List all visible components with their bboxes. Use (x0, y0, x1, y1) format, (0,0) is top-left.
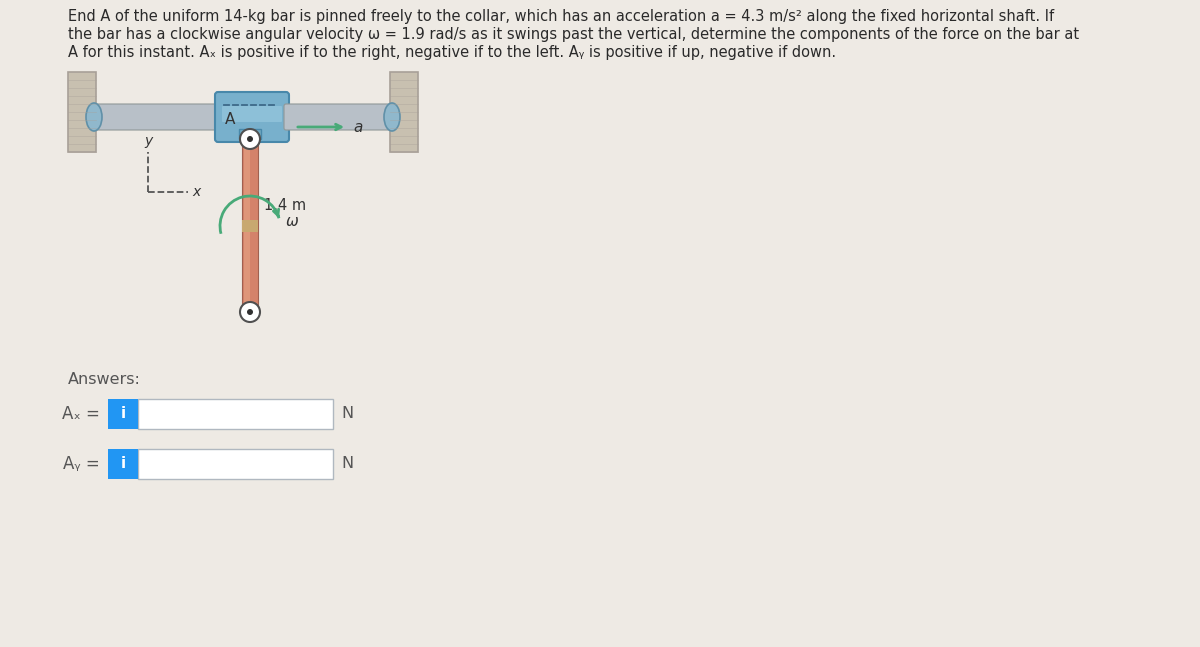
FancyBboxPatch shape (94, 104, 220, 130)
Ellipse shape (384, 103, 400, 131)
FancyBboxPatch shape (68, 72, 96, 152)
Circle shape (240, 129, 260, 149)
Text: Answers:: Answers: (68, 372, 140, 387)
Text: N: N (341, 457, 353, 472)
Ellipse shape (86, 103, 102, 131)
Text: 1.4 m: 1.4 m (264, 198, 306, 213)
Bar (244, 147, 250, 304)
FancyBboxPatch shape (222, 106, 282, 122)
Text: A: A (224, 112, 235, 127)
Text: Aᵧ =: Aᵧ = (64, 455, 100, 473)
Text: Aₓ =: Aₓ = (62, 405, 100, 423)
Circle shape (240, 302, 260, 322)
Text: ω: ω (286, 215, 299, 230)
FancyBboxPatch shape (138, 399, 334, 429)
Bar (242, 139, 258, 312)
Text: y: y (144, 134, 152, 148)
Text: A for this instant. Aₓ is positive if to the right, negative if to the left. Aᵧ : A for this instant. Aₓ is positive if to… (68, 45, 836, 60)
FancyBboxPatch shape (215, 92, 289, 142)
FancyBboxPatch shape (239, 129, 262, 139)
FancyBboxPatch shape (108, 449, 138, 479)
Bar (242, 220, 258, 232)
Text: a: a (353, 120, 362, 135)
Circle shape (247, 136, 253, 142)
Text: x: x (192, 185, 200, 199)
Text: the bar has a clockwise angular velocity ω = 1.9 rad/s as it swings past the ver: the bar has a clockwise angular velocity… (68, 27, 1079, 42)
Text: N: N (341, 406, 353, 421)
Circle shape (247, 309, 253, 315)
FancyBboxPatch shape (108, 399, 138, 429)
FancyBboxPatch shape (390, 72, 418, 152)
FancyBboxPatch shape (138, 449, 334, 479)
Text: End A of the uniform 14-kg bar is pinned freely to the collar, which has an acce: End A of the uniform 14-kg bar is pinned… (68, 9, 1054, 24)
Text: i: i (120, 406, 126, 421)
Text: i: i (120, 457, 126, 472)
FancyBboxPatch shape (284, 104, 392, 130)
